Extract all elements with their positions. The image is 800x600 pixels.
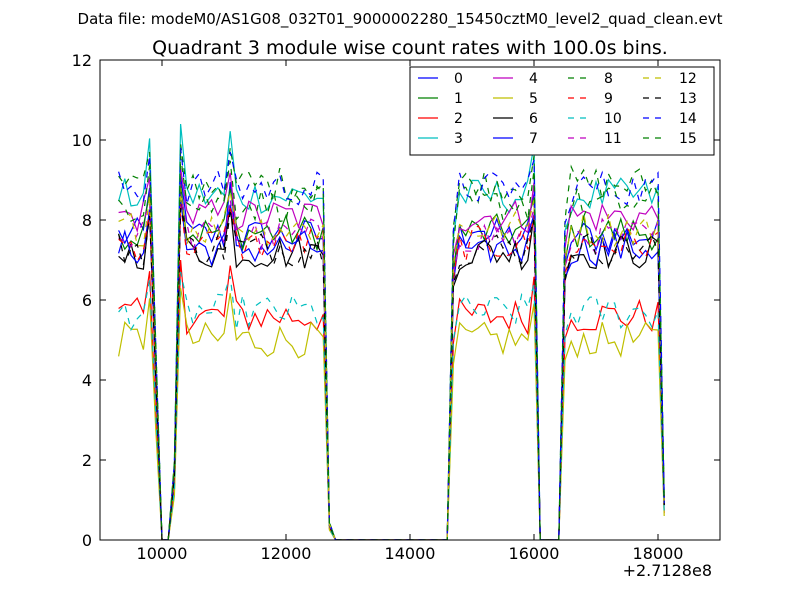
legend-label-6: 6 bbox=[529, 111, 538, 127]
x-offset-label: +2.7128e8 bbox=[623, 561, 712, 580]
series-line-13 bbox=[118, 207, 665, 540]
series-line-1 bbox=[118, 183, 665, 540]
legend-label-15: 15 bbox=[679, 131, 697, 147]
x-tick-label: 14000 bbox=[385, 544, 436, 563]
legend-label-11: 11 bbox=[604, 131, 622, 147]
legend-label-9: 9 bbox=[604, 91, 613, 107]
legend-label-3: 3 bbox=[454, 131, 463, 147]
series-line-11 bbox=[118, 195, 665, 540]
series-line-10 bbox=[118, 271, 665, 540]
legend-label-13: 13 bbox=[679, 91, 697, 107]
suptitle: Data file: modeM0/AS1G08_032T01_90000022… bbox=[78, 10, 723, 29]
x-tick-label: 18000 bbox=[633, 544, 684, 563]
y-tick-label: 0 bbox=[82, 531, 92, 550]
series-line-2 bbox=[118, 259, 665, 540]
y-tick-label: 12 bbox=[72, 51, 92, 70]
legend-label-7: 7 bbox=[529, 131, 538, 147]
legend-label-14: 14 bbox=[679, 111, 697, 127]
legend-label-2: 2 bbox=[454, 111, 463, 127]
series-line-4 bbox=[118, 167, 665, 540]
series-line-15 bbox=[118, 155, 665, 540]
chart-title: Quadrant 3 module wise count rates with … bbox=[152, 37, 668, 59]
series-line-5 bbox=[118, 287, 665, 540]
y-tick-label: 4 bbox=[82, 371, 92, 390]
series-layer bbox=[118, 123, 665, 540]
legend-label-4: 4 bbox=[529, 71, 538, 87]
y-tick-label: 2 bbox=[82, 451, 92, 470]
legend-label-5: 5 bbox=[529, 91, 538, 107]
x-tick-label: 12000 bbox=[261, 544, 312, 563]
y-tick-label: 6 bbox=[82, 291, 92, 310]
legend-label-10: 10 bbox=[604, 111, 622, 127]
legend-label-1: 1 bbox=[454, 91, 463, 107]
x-tick-label: 16000 bbox=[509, 544, 560, 563]
series-line-14 bbox=[118, 147, 665, 540]
series-line-8 bbox=[118, 143, 665, 540]
legend-label-8: 8 bbox=[604, 71, 613, 87]
y-tick-label: 8 bbox=[82, 211, 92, 230]
x-tick-label: 10000 bbox=[137, 544, 188, 563]
series-line-6 bbox=[118, 199, 665, 540]
series-line-7 bbox=[118, 199, 665, 540]
legend-label-12: 12 bbox=[679, 71, 697, 87]
y-tick-label: 10 bbox=[72, 131, 92, 150]
legend-frame bbox=[409, 66, 715, 156]
legend-label-0: 0 bbox=[454, 71, 463, 87]
series-line-9 bbox=[118, 203, 665, 540]
